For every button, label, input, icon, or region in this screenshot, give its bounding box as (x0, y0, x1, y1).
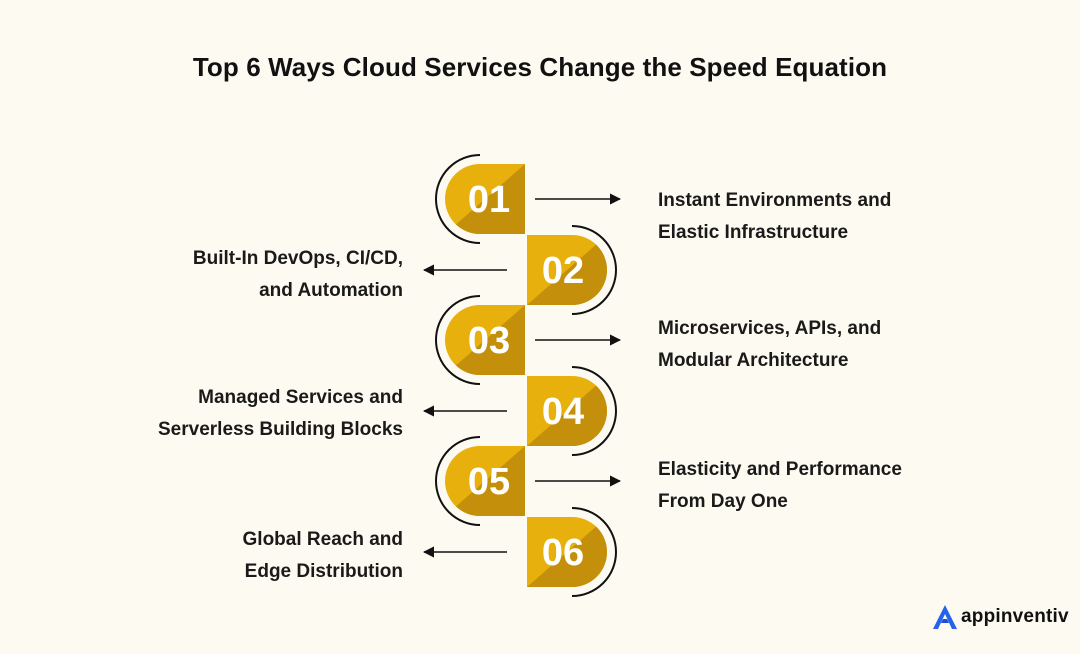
step-2-number: 02 (542, 250, 584, 292)
step-6-badge: 06 (422, 507, 617, 597)
step-1-badge-shade (445, 164, 525, 234)
step-3-number: 03 (468, 320, 510, 362)
step-3-label: Microservices, APIs, and Modular Archite… (658, 313, 958, 377)
step-4-badge: 04 (422, 366, 617, 456)
step-1-label: Instant Environments and Elastic Infrast… (658, 185, 958, 249)
brand-logo: appinventiv (932, 602, 1069, 632)
step-1-outline-arc (435, 154, 481, 244)
step-6-line-1: Global Reach and (242, 529, 403, 550)
step-4-badge-shade (527, 376, 607, 446)
step-2-line-1: Built-In DevOps, CI/CD, (192, 248, 403, 269)
step-4-label: Managed Services and Serverless Building… (103, 382, 403, 446)
step-4-line-2: Serverless Building Blocks (158, 419, 403, 440)
step-6-label: Global Reach and Edge Distribution (103, 524, 403, 588)
step-6-outline-arc (571, 507, 617, 597)
step-4-line-1: Managed Services and (198, 387, 403, 408)
step-4-outline-arc (571, 366, 617, 456)
step-2-outline-arc (571, 225, 617, 315)
brand-logo-text: appinventiv (961, 606, 1069, 627)
step-3-outline-arc (435, 295, 481, 385)
step-5-badge-shade (445, 446, 525, 516)
step-1-line-2: Elastic Infrastructure (658, 222, 849, 243)
step-2-badge-shade (527, 235, 607, 305)
step-3-line-1: Microservices, APIs, and (658, 318, 882, 339)
step-4-number: 04 (542, 391, 584, 433)
step-3-badge-shade (445, 305, 525, 375)
step-5-outline-arc (435, 436, 481, 526)
step-1-badge: 01 (435, 154, 622, 244)
step-5-label: Elasticity and Performance From Day One (658, 454, 958, 518)
step-1-line-1: Instant Environments and (658, 190, 892, 211)
step-6-line-2: Edge Distribution (244, 561, 403, 582)
step-2-badge: 02 (422, 225, 617, 315)
step-2-label: Built-In DevOps, CI/CD, and Automation (103, 243, 403, 307)
step-6-number: 06 (542, 532, 584, 574)
step-5-line-2: From Day One (658, 491, 788, 512)
appinventiv-a-logo-icon (933, 605, 957, 629)
page-title: Top 6 Ways Cloud Services Change the Spe… (192, 52, 888, 82)
step-1-number: 01 (468, 179, 510, 221)
step-3-line-2: Modular Architecture (658, 350, 849, 371)
step-5-badge: 05 (435, 436, 622, 526)
step-2-line-2: and Automation (259, 280, 403, 301)
step-6-badge-shade (527, 517, 607, 587)
step-5-line-1: Elasticity and Performance (658, 459, 902, 480)
step-5-number: 05 (468, 461, 510, 503)
step-3-badge: 03 (435, 295, 622, 385)
